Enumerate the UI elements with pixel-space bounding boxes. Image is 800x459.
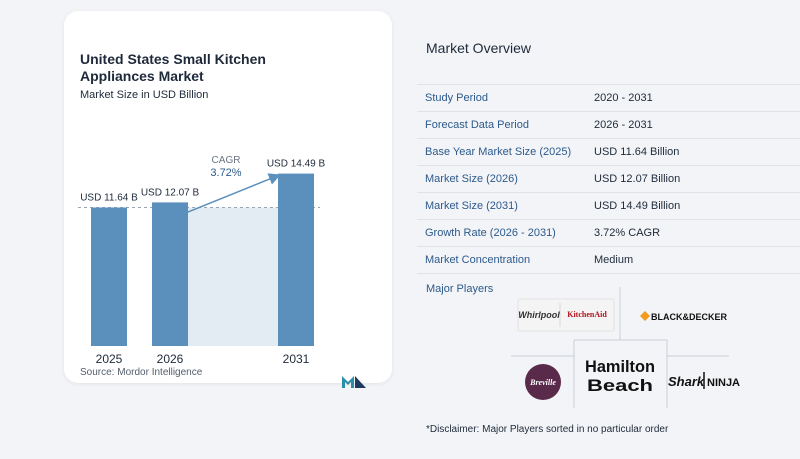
bar-chart: USD 11.64 B 2025 USD 12.07 B 2026 USD 14.49 … [78, 155, 326, 366]
disclaimer-text: *Disclaimer: Major Players sorted in no … [426, 424, 669, 435]
overview-title: Market Overview [426, 40, 532, 56]
row-value: USD 11.64 Billion [585, 138, 800, 166]
overview-table: Study Period 2020 - 2031 Forecast Data P… [417, 84, 800, 274]
major-players-title: Major Players [426, 283, 494, 295]
ninja-logo-text: NINJA [707, 377, 740, 389]
x-tick-2025: 2025 [96, 352, 123, 366]
x-tick-2031: 2031 [283, 352, 310, 366]
shark-ninja-logo: Shark NINJA [668, 372, 740, 389]
table-row: Market Concentration Medium [417, 246, 800, 274]
value-label-2026: USD 12.07 B [141, 187, 200, 198]
row-value: 3.72% CAGR [585, 219, 800, 247]
row-label: Market Size (2031) [417, 192, 585, 220]
hamilton-logo-text: Hamilton [585, 357, 655, 376]
bar-2026 [152, 202, 188, 346]
shark-logo-text: Shark [668, 374, 705, 389]
bar-2031 [278, 173, 314, 346]
breville-logo: Breville [525, 364, 561, 400]
chart-subtitle: Market Size in USD Billion [80, 89, 209, 101]
forecast-region [188, 207, 278, 346]
chart-title: United States Small Kitchen Appliances M… [80, 51, 266, 84]
table-row: Market Size (2031) USD 14.49 Billion [417, 192, 800, 220]
row-label: Growth Rate (2026 - 2031) [417, 219, 585, 247]
value-label-2031: USD 14.49 B [267, 159, 326, 170]
market-overview: Market Overview Study Period 2020 - 2031… [417, 40, 800, 274]
table-row: Growth Rate (2026 - 2031) 3.72% CAGR [417, 219, 800, 247]
row-value: 2026 - 2031 [585, 111, 800, 139]
row-value: USD 12.07 Billion [585, 165, 800, 193]
row-label: Market Size (2026) [417, 165, 585, 193]
row-label: Study Period [417, 84, 585, 112]
row-value: USD 14.49 Billion [585, 192, 800, 220]
value-label-2025: USD 11.64 B [80, 193, 138, 204]
row-label: Base Year Market Size (2025) [417, 138, 585, 166]
table-row: Forecast Data Period 2026 - 2031 [417, 111, 800, 139]
hamilton-beach-logo: Hamilton Beach [585, 357, 655, 395]
cagr-label: CAGR [212, 155, 241, 166]
breville-logo-text: Breville [529, 378, 556, 387]
row-label: Market Concentration [417, 246, 585, 274]
beach-logo-text: Beach [587, 376, 653, 395]
source-text: Source: Mordor Intelligence [80, 367, 203, 378]
table-row: Base Year Market Size (2025) USD 11.64 B… [417, 138, 800, 166]
chart-card: USD 11.64 B 2025 USD 12.07 B 2026 USD 14.49 … [64, 11, 392, 388]
row-label: Forecast Data Period [417, 111, 585, 139]
x-tick-2026: 2026 [157, 352, 184, 366]
bar-2025 [91, 207, 127, 346]
table-row: Study Period 2020 - 2031 [417, 84, 800, 112]
table-row: Market Size (2026) USD 12.07 Billion [417, 165, 800, 193]
kitchenaid-logo-text: KitchenAid [567, 310, 607, 319]
cagr-arrow [181, 173, 281, 216]
cagr-value: 3.72% [210, 167, 241, 179]
black-decker-logo-text: BLACK&DECKER [651, 312, 727, 322]
row-value: Medium [585, 246, 800, 274]
row-value: 2020 - 2031 [585, 84, 800, 112]
black-decker-logo: BLACK&DECKER [640, 311, 727, 322]
whirlpool-kitchenaid-logo: Whirlpool KitchenAid [517, 298, 615, 332]
whirlpool-logo-text: Whirlpool [518, 310, 560, 320]
mordor-logo-icon [342, 376, 366, 388]
